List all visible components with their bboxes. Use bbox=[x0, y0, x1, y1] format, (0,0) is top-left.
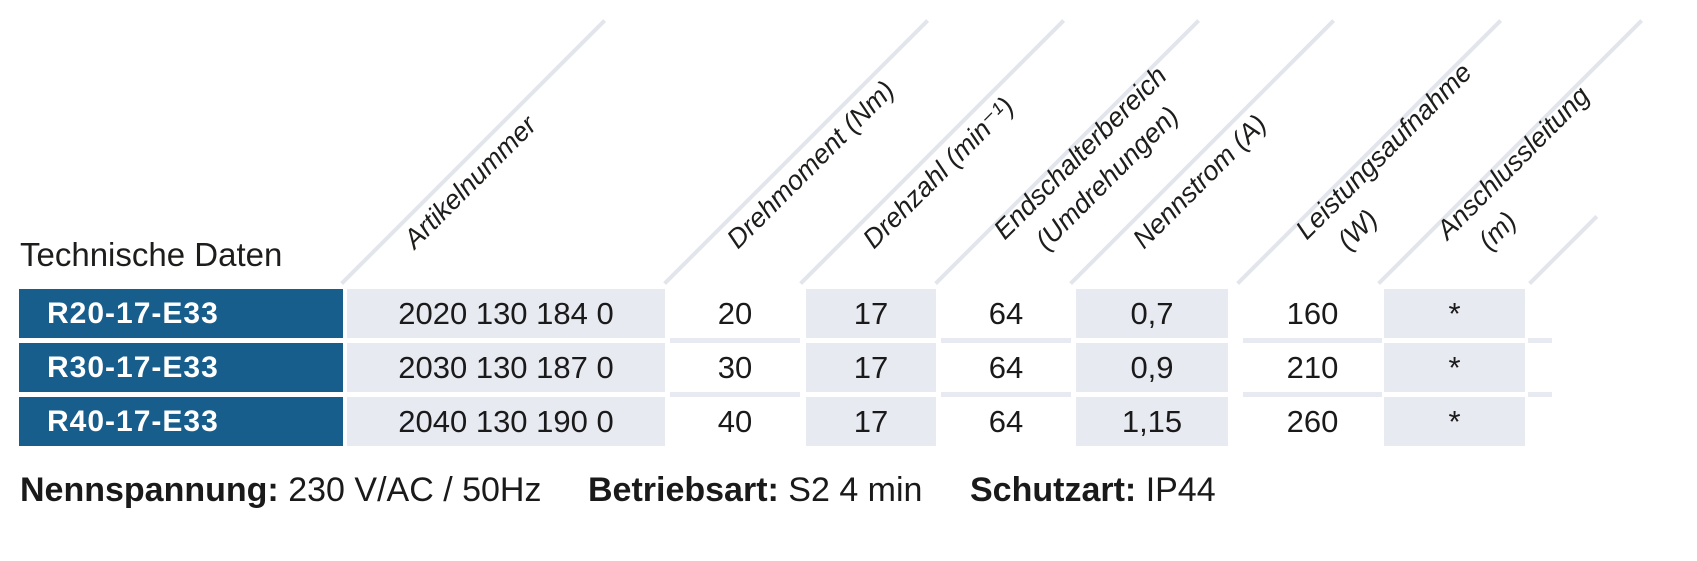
column-header-endschalterbereich: Endschalterbereich (Umdrehungen) bbox=[986, 58, 1202, 274]
row-label-r30-17-e33: R30-17-E33 bbox=[19, 343, 343, 392]
table-cell-drehmoment: 30 bbox=[717, 350, 753, 385]
footer-item-label: Schutzart: bbox=[970, 471, 1137, 509]
table-cell-anschlussleitung: * bbox=[1384, 343, 1525, 392]
row-divider-dash bbox=[1243, 338, 1382, 343]
table-cell-drehmoment: 20 bbox=[717, 296, 753, 331]
column-header-artikelnummer: Artikelnummer bbox=[396, 108, 545, 257]
table-cell-leistungsaufnahme: 210 bbox=[1286, 350, 1339, 385]
table-cell-drehzahl: 17 bbox=[806, 289, 936, 338]
row-divider-dash bbox=[1243, 392, 1382, 397]
footer-item-label: Betriebsart: bbox=[588, 471, 779, 509]
table-cell-endschalterbereich: 64 bbox=[988, 350, 1024, 385]
table-cell-leistungsaufnahme: 260 bbox=[1286, 404, 1339, 439]
footer-item-value: S2 4 min bbox=[788, 471, 923, 509]
row-label-r40-17-e33: R40-17-E33 bbox=[19, 397, 343, 446]
row-divider-dash bbox=[941, 392, 1071, 397]
table-cell-artikelnummer: 2040 130 190 0 bbox=[347, 397, 665, 446]
table-cell-drehzahl: 17 bbox=[806, 343, 936, 392]
table-cell-artikelnummer: 2030 130 187 0 bbox=[347, 343, 665, 392]
table-cell-drehmoment: 40 bbox=[717, 404, 753, 439]
table-cell-leistungsaufnahme: 160 bbox=[1286, 296, 1339, 331]
row-divider-dash bbox=[941, 338, 1071, 343]
table-cell-nennstrom: 0,7 bbox=[1076, 289, 1228, 338]
row-divider-dash bbox=[670, 392, 800, 397]
table-cell-drehzahl: 17 bbox=[806, 397, 936, 446]
row-label-r20-17-e33: R20-17-E33 bbox=[19, 289, 343, 338]
column-header-line1: Artikelnummer bbox=[397, 109, 543, 255]
footer-item-value: IP44 bbox=[1145, 471, 1216, 509]
footer-item-betriebsart: Betriebsart: S2 4 min bbox=[588, 470, 922, 510]
table-cell-nennstrom: 1,15 bbox=[1076, 397, 1228, 446]
table-cell-artikelnummer: 2020 130 184 0 bbox=[347, 289, 665, 338]
row-divider-stub bbox=[1528, 392, 1552, 397]
table-cell-endschalterbereich: 64 bbox=[988, 404, 1024, 439]
footer-item-value: 230 V/AC / 50Hz bbox=[288, 471, 542, 509]
footer-item-schutzart: Schutzart: IP44 bbox=[970, 470, 1216, 510]
diagonal-separator-line-short bbox=[1528, 214, 1599, 285]
row-divider-dash bbox=[670, 338, 800, 343]
row-divider-stub bbox=[1528, 338, 1552, 343]
table-cell-anschlussleitung: * bbox=[1384, 289, 1525, 338]
page-title: Technische Daten bbox=[20, 236, 283, 273]
table-cell-nennstrom: 0,9 bbox=[1076, 343, 1228, 392]
footer-item-nennspannung: Nennspannung: 230 V/AC / 50Hz bbox=[20, 470, 541, 510]
table-cell-anschlussleitung: * bbox=[1384, 397, 1525, 446]
table-cell-endschalterbereich: 64 bbox=[988, 296, 1024, 331]
footer-item-label: Nennspannung: bbox=[20, 471, 279, 509]
